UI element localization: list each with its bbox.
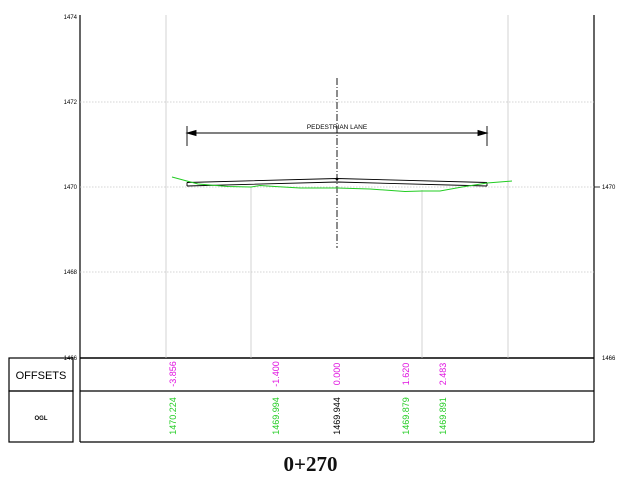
offsets-band-label: OFFSETS	[16, 370, 67, 382]
elevation-tick-label: 1466	[602, 356, 616, 362]
offset-value: 0.000	[332, 363, 342, 386]
ogl-value: 1470.224	[168, 397, 178, 435]
ogl-value: 1469.891	[438, 397, 448, 435]
elevation-tick-label: 1474	[64, 15, 78, 21]
elevation-tick-label: 1466	[64, 356, 78, 362]
ogl-value: 1469.944	[332, 397, 342, 435]
ogl-band-label: OGL	[35, 416, 48, 422]
offset-value: -3.856	[168, 361, 178, 387]
ogl-value: 1469.994	[271, 397, 281, 435]
offset-values: -3.856 -1.400 0.000 1.620 2.483	[168, 361, 448, 387]
offset-grid	[165, 15, 509, 358]
elevation-tick-label: 1468	[64, 270, 78, 276]
ogl-values: 1470.224 1469.994 1469.944 1469.879 1469…	[168, 397, 448, 435]
centerline-point	[335, 177, 339, 181]
offset-value: 2.483	[438, 363, 448, 386]
lane-label: PEDESTRIAN LANE	[307, 124, 368, 131]
offset-value: -1.400	[271, 361, 281, 387]
offset-value: 1.620	[401, 363, 411, 386]
lane-dimension	[185, 126, 489, 146]
station-label: 0+270	[283, 452, 338, 476]
elevation-tick-label: 1472	[64, 100, 78, 106]
left-elevation-axis: 1474 1472 1470 1468 1466	[64, 15, 78, 362]
ground-line	[171, 176, 513, 193]
elevation-tick-label: 1470	[602, 185, 616, 191]
elevation-tick-label: 1470	[64, 185, 78, 191]
ogl-value: 1469.879	[401, 397, 411, 435]
right-elevation-axis: 1470 1466	[594, 185, 616, 362]
data-bands	[8, 357, 595, 443]
